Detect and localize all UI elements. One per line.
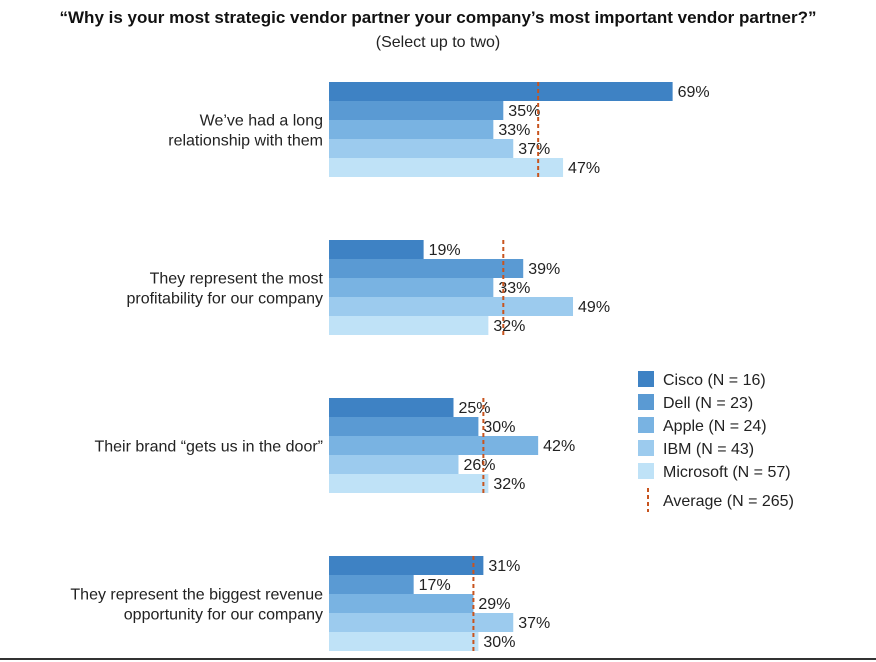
- chart-subtitle: (Select up to two): [375, 34, 501, 51]
- legend-swatch: [638, 394, 654, 410]
- category-label: We’ve had a long: [200, 113, 323, 130]
- data-label: 49%: [578, 299, 610, 316]
- legend-label: Dell (N = 23): [663, 395, 753, 412]
- category-label: relationship with them: [168, 133, 323, 150]
- data-label: 33%: [498, 122, 530, 139]
- data-label: 25%: [459, 400, 491, 417]
- data-label: 26%: [463, 457, 495, 474]
- data-label: 30%: [483, 419, 515, 436]
- legend-label: Cisco (N = 16): [663, 372, 766, 389]
- category-label: They represent the biggest revenue: [70, 587, 323, 604]
- bar: [329, 82, 673, 101]
- legend-swatch: [638, 463, 654, 479]
- bar: [329, 436, 539, 455]
- bar: [329, 120, 494, 139]
- data-label: 39%: [528, 261, 560, 278]
- legend-swatch: [638, 440, 654, 456]
- bar: [329, 316, 489, 335]
- legend-label: IBM (N = 43): [663, 441, 754, 458]
- category-label: profitability for our company: [126, 291, 323, 308]
- data-label: 69%: [678, 84, 710, 101]
- legend-label: Average (N = 265): [663, 493, 794, 510]
- category-label: Their brand “gets us in the door”: [94, 439, 323, 456]
- bar: [329, 398, 454, 417]
- data-label: 37%: [518, 141, 550, 158]
- data-label: 32%: [493, 318, 525, 335]
- bottom-rule: [0, 658, 876, 660]
- bar: [329, 575, 414, 594]
- data-label: 31%: [488, 558, 520, 575]
- category-label: They represent the most: [150, 271, 324, 288]
- bar: [329, 613, 514, 632]
- bar: [329, 556, 484, 575]
- bar: [329, 278, 494, 297]
- category-label: opportunity for our company: [124, 607, 323, 624]
- bar: [329, 297, 574, 316]
- data-label: 30%: [483, 634, 515, 651]
- legend-swatch: [638, 417, 654, 433]
- bar: [329, 632, 479, 651]
- bar: [329, 594, 474, 613]
- bar: [329, 139, 514, 158]
- data-label: 17%: [419, 577, 451, 594]
- data-label: 32%: [493, 476, 525, 493]
- legend-swatch: [638, 371, 654, 387]
- data-label: 35%: [508, 103, 540, 120]
- data-label: 19%: [429, 242, 461, 259]
- legend-label: Apple (N = 24): [663, 418, 767, 435]
- data-label: 29%: [478, 596, 510, 613]
- data-label: 42%: [543, 438, 575, 455]
- chart-title: “Why is your most strategic vendor partn…: [59, 8, 817, 27]
- bar: [329, 474, 489, 493]
- bar: [329, 259, 524, 278]
- legend-label: Microsoft (N = 57): [663, 464, 791, 481]
- data-label: 47%: [568, 160, 600, 177]
- data-label: 37%: [518, 615, 550, 632]
- bar: [329, 240, 424, 259]
- bar: [329, 455, 459, 474]
- bar: [329, 101, 504, 120]
- data-label: 33%: [498, 280, 530, 297]
- bar: [329, 417, 479, 436]
- bar: [329, 158, 564, 177]
